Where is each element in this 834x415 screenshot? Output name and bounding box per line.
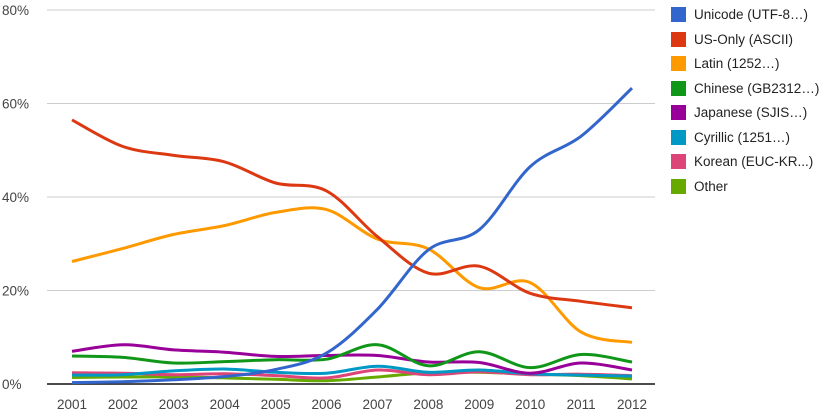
- legend-item[interactable]: US-Only (ASCII): [671, 31, 819, 47]
- legend-label: Cyrillic (1251…): [694, 129, 791, 145]
- legend: Unicode (UTF-8…) US-Only (ASCII) Latin (12…: [671, 7, 819, 203]
- legend-label: Other: [694, 178, 728, 194]
- y-tick-label: 60%: [2, 97, 29, 112]
- legend-label: Latin (1252…): [694, 56, 780, 71]
- series-group: [71, 87, 634, 385]
- legend-item[interactable]: Other: [671, 178, 819, 194]
- legend-item[interactable]: Chinese (GB2312…): [671, 80, 820, 96]
- series-line-latin-1252[interactable]: [71, 206, 633, 344]
- series-line-japanese-sjis[interactable]: [71, 343, 633, 375]
- legend-label: Korean (EUC-KR...): [694, 154, 814, 169]
- legend-item[interactable]: Japanese (SJIS…): [671, 105, 819, 120]
- series-line-chinese-gb2312[interactable]: [71, 343, 633, 370]
- legend-swatch: [671, 56, 686, 71]
- series-line-unicode-utf-8[interactable]: [71, 87, 634, 385]
- legend-item[interactable]: Unicode (UTF-8…): [671, 7, 819, 22]
- x-tick-label: 2006: [311, 397, 341, 412]
- x-tick-label: 2010: [515, 397, 545, 412]
- x-tick-label: 2009: [464, 397, 494, 412]
- legend-item[interactable]: Latin (1252…): [671, 56, 819, 71]
- x-tick-label: 2004: [210, 397, 241, 412]
- x-tick-label: 2007: [362, 397, 392, 412]
- x-tick-label: 2008: [413, 397, 443, 412]
- legend-swatch: [671, 129, 686, 145]
- x-tick-label: 2005: [261, 397, 291, 412]
- y-tick-label: 20%: [2, 284, 29, 299]
- legend-item[interactable]: Cyrillic (1251…): [671, 129, 819, 145]
- x-tick-label: 2002: [108, 397, 138, 412]
- x-tick-label: 2012: [617, 397, 647, 412]
- legend-label: US-Only (ASCII): [694, 31, 794, 47]
- legend-swatch: [671, 7, 686, 22]
- legend-swatch: [671, 105, 686, 120]
- y-tick-label: 0%: [2, 377, 22, 392]
- y-tick-label: 40%: [2, 190, 29, 205]
- x-tick-label: 2003: [159, 397, 189, 412]
- x-tick-label: 2011: [567, 397, 596, 412]
- legend-label: Unicode (UTF-8…): [694, 7, 809, 22]
- legend-swatch: [671, 178, 686, 194]
- legend-swatch: [671, 80, 686, 96]
- series-line-us-only-ascii[interactable]: [71, 118, 633, 310]
- legend-item[interactable]: Korean (EUC-KR...): [671, 154, 819, 169]
- x-tick-label: 2001: [57, 397, 87, 412]
- legend-swatch: [671, 154, 686, 169]
- y-tick-label: 80%: [2, 3, 29, 18]
- legend-label: Chinese (GB2312…): [694, 80, 820, 96]
- legend-label: Japanese (SJIS…): [694, 105, 808, 120]
- legend-swatch: [671, 31, 686, 47]
